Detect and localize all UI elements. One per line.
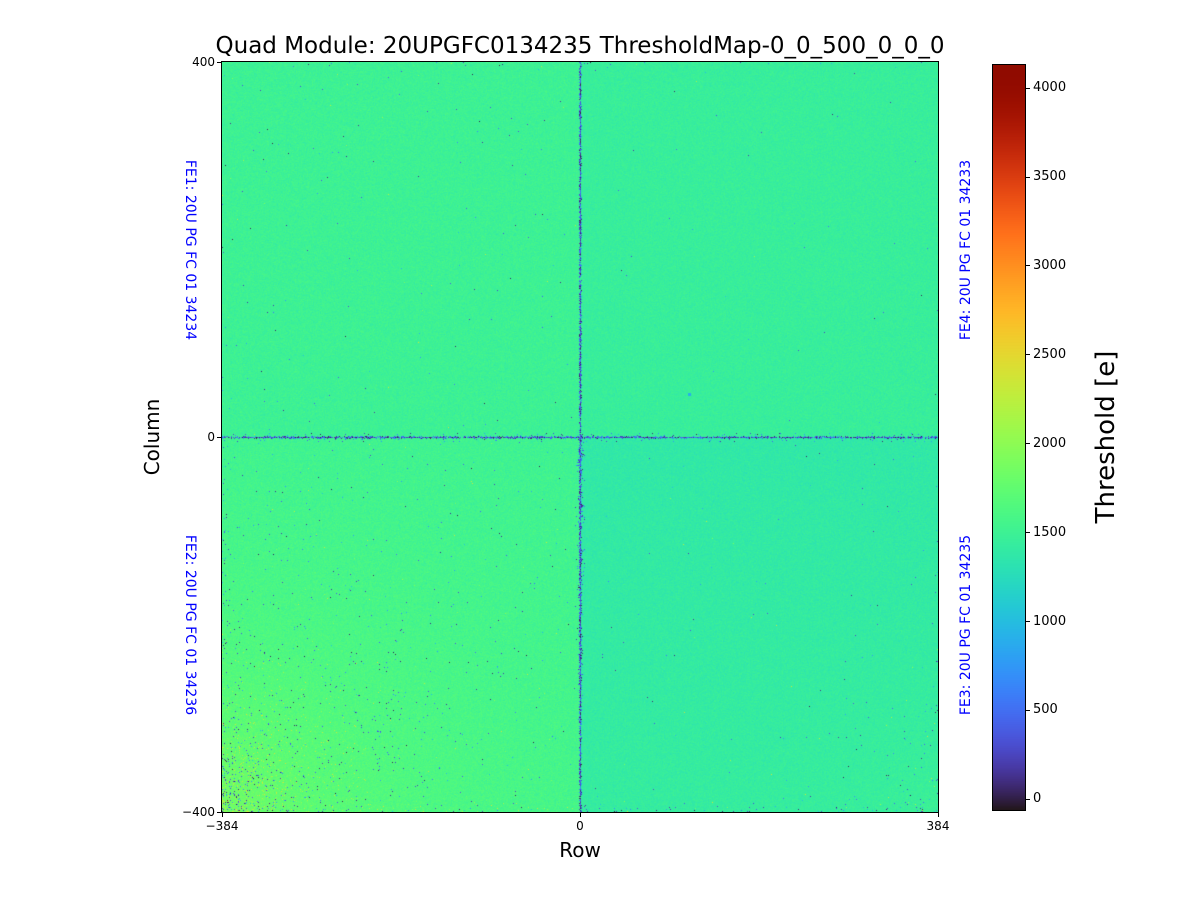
colorbar-tick-mark bbox=[1026, 265, 1030, 267]
fe-label-fe4: FE4: 20U PG FC 01 34233 bbox=[958, 159, 974, 340]
colorbar-tick-mark bbox=[1026, 443, 1030, 445]
x-tick-mark bbox=[221, 813, 223, 817]
plot-title: Quad Module: 20UPGFC0134235 ThresholdMap… bbox=[215, 33, 945, 59]
colorbar-tick-mark bbox=[1026, 176, 1030, 178]
colorbar-tick-label: 2000 bbox=[1033, 435, 1067, 451]
colorbar-tick-mark bbox=[1026, 87, 1030, 89]
colorbar-tick-mark bbox=[1026, 798, 1030, 800]
x-tick-label: 0 bbox=[576, 819, 584, 833]
x-tick-mark bbox=[579, 813, 581, 817]
colorbar-tick-label: 500 bbox=[1033, 702, 1058, 718]
y-tick-label: 0 bbox=[207, 430, 215, 444]
fe-label-fe1: FE1: 20U PG FC 01 34234 bbox=[182, 159, 198, 340]
colorbar-tick-label: 4000 bbox=[1033, 80, 1067, 96]
colorbar-tick-label: 1000 bbox=[1033, 613, 1067, 629]
x-tick-label: 384 bbox=[926, 819, 950, 833]
x-tick-label: −384 bbox=[205, 819, 239, 833]
colorbar-tick-label: 1500 bbox=[1033, 524, 1067, 540]
colorbar-tick-label: 0 bbox=[1033, 791, 1042, 807]
x-axis-label: Row bbox=[559, 838, 601, 862]
colorbar-label: Threshold [e] bbox=[1091, 350, 1121, 524]
colorbar-tick-mark bbox=[1026, 532, 1030, 534]
y-tick-mark bbox=[217, 61, 221, 63]
colorbar-tick-mark bbox=[1026, 621, 1030, 623]
colorbar-tick-label: 2500 bbox=[1033, 346, 1067, 362]
y-tick-mark bbox=[217, 436, 221, 438]
fe-label-fe3: FE3: 20U PG FC 01 34235 bbox=[958, 534, 974, 715]
y-tick-label: 400 bbox=[192, 55, 215, 69]
y-tick-label: −400 bbox=[182, 805, 215, 819]
fe-label-fe2: FE2: 20U PG FC 01 34236 bbox=[182, 534, 198, 715]
colorbar-tick-label: 3500 bbox=[1033, 169, 1067, 185]
colorbar-tick-label: 3000 bbox=[1033, 257, 1067, 273]
heatmap-canvas bbox=[222, 62, 938, 812]
plot-area bbox=[221, 61, 939, 813]
colorbar-tick-mark bbox=[1026, 709, 1030, 711]
y-tick-mark bbox=[217, 811, 221, 813]
colorbar-gradient bbox=[992, 64, 1026, 811]
colorbar-tick-mark bbox=[1026, 354, 1030, 356]
x-tick-mark bbox=[937, 813, 939, 817]
